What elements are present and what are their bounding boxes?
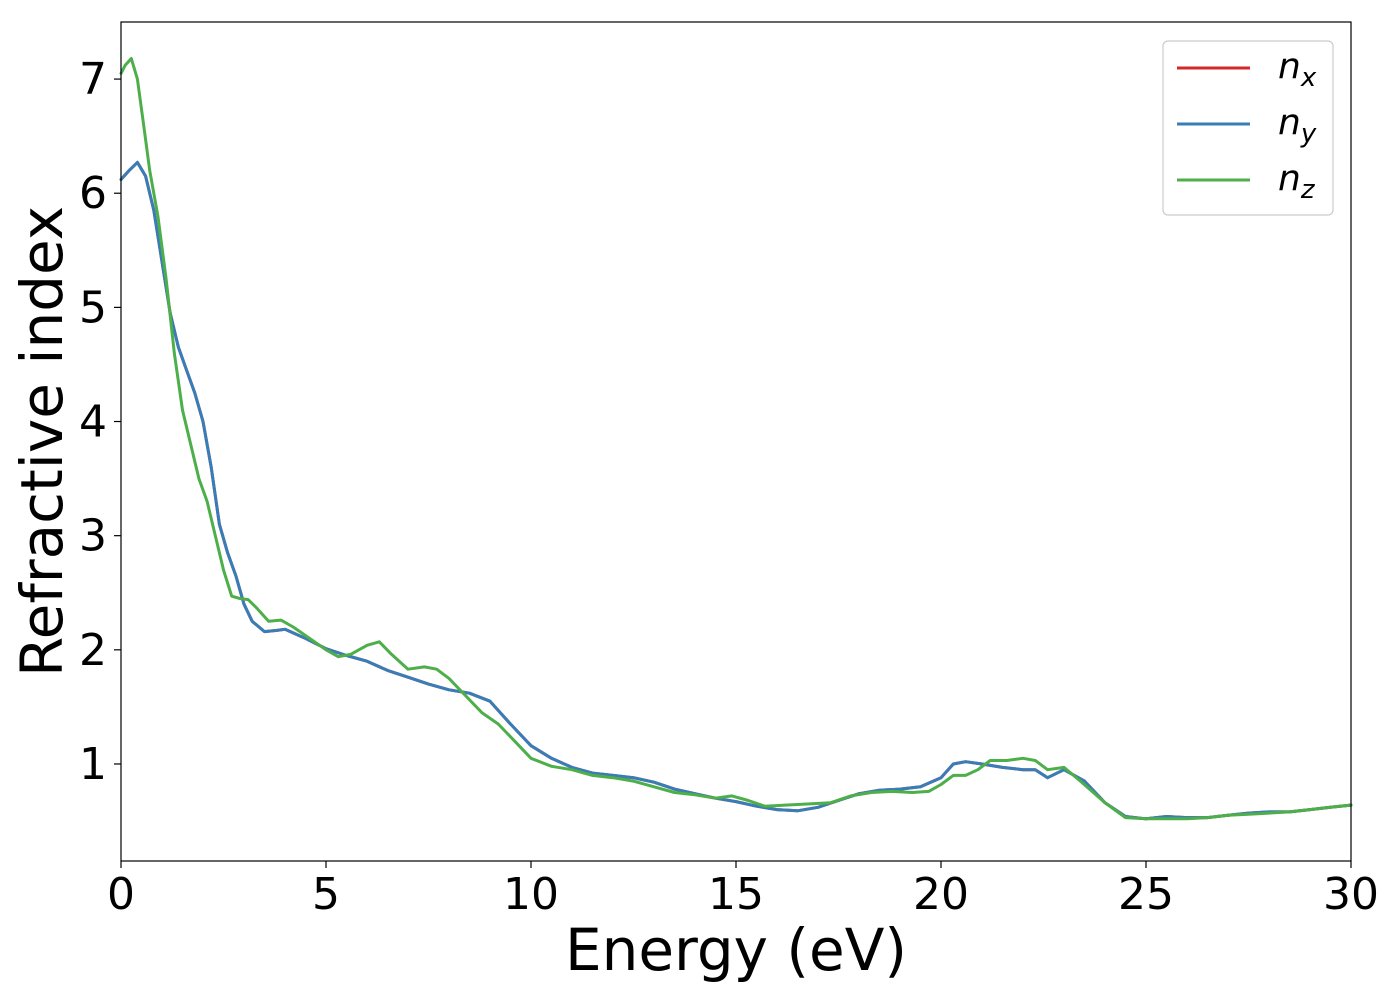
y-axis-title: Refractive index — [8, 206, 76, 677]
y-tick-label: 5 — [79, 282, 107, 333]
x-tick-label: 5 — [312, 869, 340, 920]
x-tick-label: 0 — [107, 869, 135, 920]
series-line-nx — [119, 160, 1353, 821]
x-tick-label: 25 — [1118, 869, 1174, 920]
x-axis-title: Energy (eV) — [565, 916, 907, 984]
y-tick-label: 4 — [79, 397, 107, 448]
y-tick-label: 3 — [79, 511, 107, 562]
y-tick-label: 2 — [79, 625, 107, 676]
ticks-layer: 0 5 10 15 20 25 30 1 2 3 4 5 6 7 — [79, 54, 1379, 920]
x-tick-label: 20 — [913, 869, 969, 920]
x-tick-label: 10 — [503, 869, 559, 920]
x-tick-label: 15 — [708, 869, 764, 920]
y-tick-label: 6 — [79, 168, 107, 219]
series-line-ny — [119, 160, 1353, 821]
y-tick-label: 7 — [79, 54, 107, 105]
legend-box — [1162, 40, 1334, 216]
y-tick-label: 1 — [79, 739, 107, 790]
series-layer — [119, 57, 1353, 821]
series-line-nz — [119, 57, 1353, 821]
x-tick-label: 30 — [1323, 869, 1379, 920]
